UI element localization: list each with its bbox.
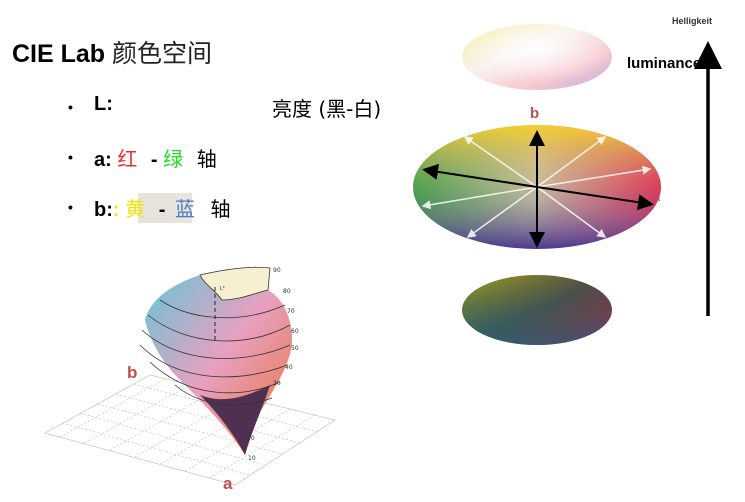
axis-l-label: L* — [220, 286, 225, 292]
level-label: 60 — [291, 328, 299, 335]
slide-title: CIE Lab 颜色空间 — [12, 34, 212, 70]
yellow-label: 黄 — [125, 197, 146, 221]
ab-grid-plane — [44, 374, 336, 486]
b-axis-label: b — [530, 105, 540, 122]
bullet-dot: • — [68, 99, 73, 115]
middle-slice — [413, 125, 661, 249]
luminance-label: luminance — [627, 55, 702, 72]
level-label: 80 — [283, 288, 291, 295]
level-label: 70 — [287, 308, 295, 315]
3d-b-axis-label: b — [127, 363, 138, 382]
level-label: 50 — [291, 345, 299, 352]
bullet-a: a: 红 - 绿 轴 — [94, 143, 217, 172]
bullet-dot: • — [68, 199, 73, 215]
top-slice — [462, 24, 612, 90]
level-label: 40 — [285, 364, 293, 371]
dash: - — [158, 199, 166, 221]
3d-a-axis-label: a — [223, 474, 233, 493]
luminance-desc: 亮度 (黑-白) — [272, 97, 382, 121]
level-label: 20 — [247, 435, 255, 442]
yellow-colon: : — [112, 199, 120, 221]
title-chinese: 颜色空间 — [112, 39, 213, 68]
level-label: 30 — [273, 380, 281, 387]
axis-label: 轴 — [210, 197, 231, 221]
a-axis-label: a — [655, 193, 661, 203]
highlight-box — [138, 193, 192, 223]
bullet-l-key: L: — [94, 93, 113, 115]
axis-label: 轴 — [196, 147, 217, 171]
blue-label: 蓝 — [174, 197, 195, 221]
bottom-slice — [462, 275, 612, 345]
lab-3d-gamut: L* 90 80 70 60 50 40 30 20 10 — [44, 266, 336, 486]
title-latin: CIE Lab — [12, 40, 106, 68]
level-label: 90 — [273, 267, 281, 274]
helligkeit-label: Helligkeit — [672, 16, 713, 26]
bullet-b-key: b: — [94, 199, 113, 221]
bullet-dot: • — [68, 149, 73, 165]
bullet-a-key: a: — [94, 149, 112, 171]
bullet-b: b:: 黄 - 蓝 轴 — [94, 193, 230, 222]
green-label: 绿 — [163, 147, 184, 171]
red-label: 红 — [117, 147, 138, 171]
dash: - — [150, 149, 158, 171]
bullet-l-desc: 亮度 (黑-白) — [272, 93, 381, 122]
level-label: 10 — [248, 455, 256, 462]
